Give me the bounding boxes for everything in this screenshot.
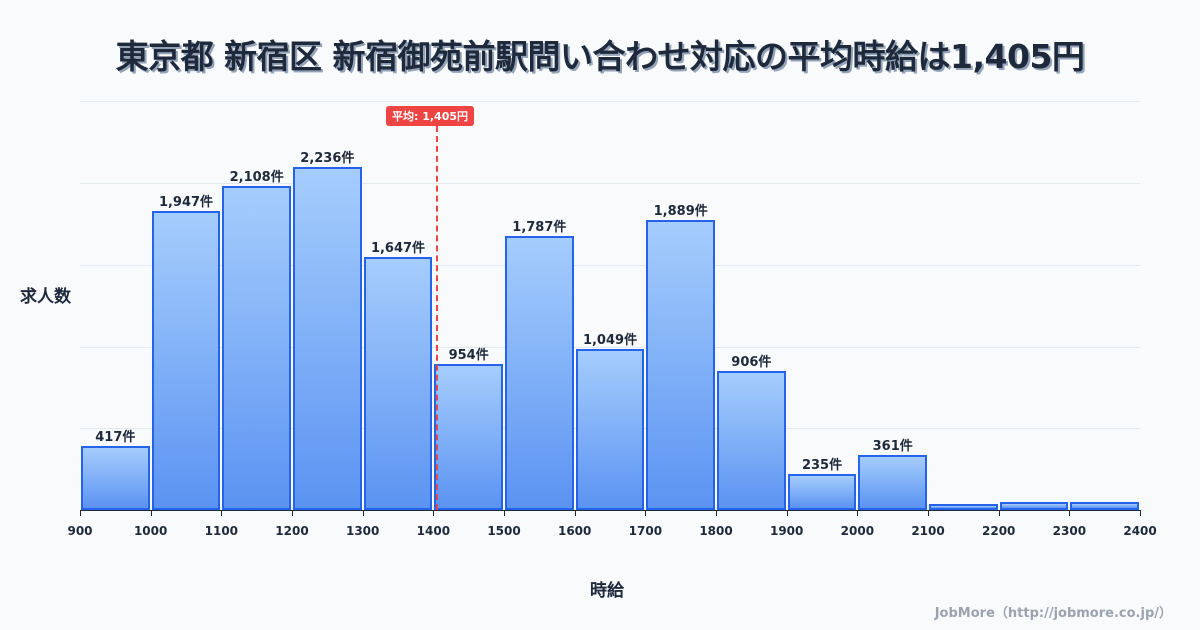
x-tick-label: 1700: [628, 524, 663, 538]
gridline: [80, 265, 1140, 266]
x-tick-label: 2000: [840, 524, 875, 538]
gridline: [80, 347, 1140, 348]
x-tick: [1140, 510, 1142, 516]
histogram-bar: [787, 474, 857, 510]
average-badge: 平均: 1,405円: [386, 106, 475, 126]
histogram-bar: [293, 167, 362, 510]
bar-value-label: 1,889件: [653, 204, 708, 219]
x-tick-label: 1400: [416, 524, 451, 538]
bar-value-label: 954件: [448, 348, 489, 363]
histogram-bar: [222, 186, 291, 510]
x-tick-label: 1200: [275, 524, 309, 538]
x-tick-label: 1500: [487, 524, 521, 538]
average-line: [436, 126, 438, 510]
histogram-bar: [151, 211, 221, 510]
bar-value-label: 2,108件: [229, 170, 284, 185]
x-tick-label: 1100: [204, 524, 239, 538]
x-tick-label: 1800: [699, 524, 733, 538]
x-tick: [786, 510, 788, 516]
bar-value-label: 1,787件: [512, 220, 567, 235]
x-tick: [716, 510, 718, 516]
x-tick: [150, 510, 152, 516]
x-tick: [362, 510, 364, 516]
histogram-bar: [717, 371, 786, 510]
bar-value-label: 906件: [731, 355, 772, 370]
x-tick: [1069, 510, 1071, 516]
gridline: [80, 101, 1140, 102]
x-tick-label: 1600: [557, 524, 592, 538]
x-tick: [574, 510, 576, 516]
x-tick-label: 2200: [982, 524, 1016, 538]
chart-title: 東京都 新宿区 新宿御苑前駅問い合わせ対応の平均時給は1,405円: [115, 37, 1085, 76]
bar-value-label: 361件: [872, 439, 913, 454]
x-tick: [80, 510, 81, 516]
x-tick-label: 2300: [1052, 524, 1087, 538]
bar-value-label: 417件: [95, 430, 136, 445]
x-tick: [221, 510, 223, 516]
histogram-bar: [999, 502, 1069, 510]
y-axis-label: 求人数: [20, 287, 71, 307]
x-tick-label: 2100: [911, 524, 945, 538]
x-axis: [80, 510, 1140, 511]
histogram-bar: [505, 236, 574, 510]
histogram-bar: [929, 504, 998, 510]
x-tick-label: 900: [67, 524, 93, 538]
bar-value-label: 2,236件: [300, 151, 355, 166]
histogram-bar: [858, 455, 928, 510]
histogram-bar: [575, 349, 645, 510]
bar-value-label: 1,049件: [582, 333, 638, 348]
x-tick: [998, 510, 1000, 516]
histogram-bar: [363, 257, 433, 510]
gridline: [80, 183, 1140, 184]
x-tick: [857, 510, 859, 516]
x-tick: [504, 510, 506, 516]
histogram-bar: [434, 364, 503, 510]
x-tick-label: 1000: [133, 524, 168, 538]
histogram-bar: [1070, 502, 1140, 510]
x-tick-label: 1900: [769, 524, 804, 538]
x-tick-label: 1300: [345, 524, 380, 538]
bar-value-label: 235件: [801, 458, 843, 473]
x-tick: [645, 510, 647, 516]
bar-value-label: 1,947件: [158, 195, 214, 210]
x-axis-label: 時給: [590, 581, 624, 601]
x-tick: [292, 510, 293, 516]
x-tick: [928, 510, 930, 516]
histogram-bar: [81, 446, 150, 510]
bar-value-label: 1,647件: [370, 241, 426, 256]
x-tick: [433, 510, 435, 516]
x-tick-label: 2400: [1123, 524, 1157, 538]
histogram-bar: [646, 220, 716, 510]
source-credit: JobMore（http://jobmore.co.jp/）: [934, 606, 1172, 621]
